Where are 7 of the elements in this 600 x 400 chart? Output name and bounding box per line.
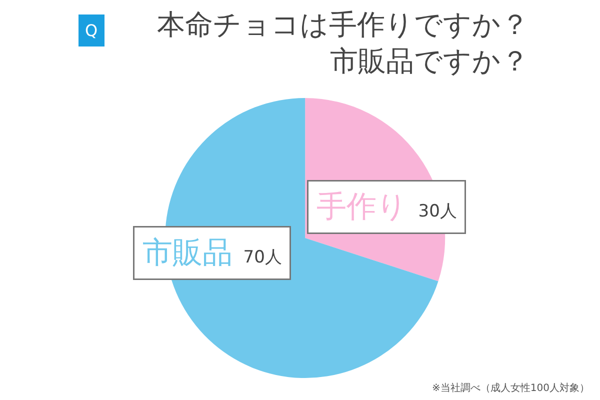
chart-title: 本命チョコは手作りですか？市販品ですか？ [157,8,529,78]
data-label: 30人 [418,202,457,222]
slice-label: 市販品 [142,236,232,270]
data-label: 70人 [243,248,282,268]
text: ※当社調べ（成人女性100人対象） [432,382,590,394]
text: Q [85,21,98,40]
slice-label: 手作り [316,190,408,224]
